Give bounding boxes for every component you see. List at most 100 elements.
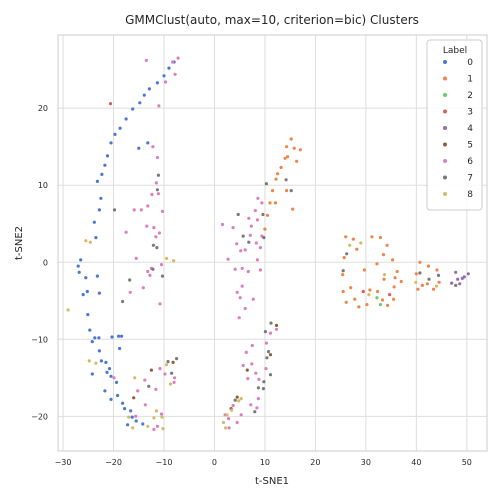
data-point: [108, 367, 111, 370]
data-point: [156, 156, 159, 159]
data-point: [414, 281, 417, 284]
data-point: [244, 248, 247, 251]
data-point: [121, 300, 124, 303]
data-point: [246, 369, 249, 372]
data-point: [257, 386, 260, 389]
data-point: [138, 101, 141, 104]
data-point: [418, 261, 421, 264]
legend-label: 5: [467, 141, 473, 151]
legend-box: [427, 40, 482, 210]
data-point: [147, 385, 150, 388]
data-point: [379, 236, 382, 239]
data-point: [109, 141, 112, 144]
data-point: [131, 107, 134, 110]
data-point: [363, 268, 366, 271]
data-point: [155, 246, 158, 249]
data-point: [381, 298, 384, 301]
legend-marker: [443, 126, 447, 130]
data-point: [295, 160, 298, 163]
x-tick-label: 20: [310, 458, 320, 467]
data-point: [103, 164, 106, 167]
data-point: [239, 296, 242, 299]
data-point: [160, 412, 163, 415]
data-point: [345, 252, 348, 255]
data-point: [109, 102, 112, 105]
legend-marker: [443, 192, 447, 196]
data-point: [276, 172, 279, 175]
data-point: [435, 285, 438, 288]
data-point: [109, 375, 112, 378]
data-point: [454, 284, 457, 287]
data-point: [133, 376, 136, 379]
data-point: [236, 291, 239, 294]
data-point: [104, 361, 107, 364]
data-point: [173, 376, 176, 379]
y-tick-label: −10: [31, 335, 48, 344]
legend-marker: [443, 110, 447, 114]
x-tick-label: −20: [105, 458, 122, 467]
data-point: [158, 302, 161, 305]
legend-label: 8: [467, 190, 473, 200]
data-point: [259, 246, 262, 249]
data-point: [161, 210, 164, 213]
data-point: [352, 238, 355, 241]
data-point: [169, 382, 172, 385]
data-point: [392, 298, 395, 301]
data-point: [245, 351, 248, 354]
data-point: [129, 409, 132, 412]
x-tick-label: 10: [260, 458, 270, 467]
data-point: [165, 363, 168, 366]
data-point: [162, 74, 165, 77]
data-point: [157, 192, 160, 195]
legend-marker: [443, 93, 447, 97]
data-point: [257, 378, 260, 381]
data-point: [240, 413, 243, 416]
data-point: [224, 426, 227, 429]
data-point: [285, 145, 288, 148]
data-point: [280, 166, 283, 169]
data-point: [222, 421, 225, 424]
data-point: [145, 225, 148, 228]
data-point: [383, 273, 386, 276]
data-point: [86, 313, 89, 316]
data-point: [152, 244, 155, 247]
data-point: [418, 271, 421, 274]
data-point: [247, 270, 250, 273]
data-point: [78, 271, 81, 274]
data-point: [299, 148, 302, 151]
data-point: [263, 228, 266, 231]
data-point: [396, 270, 399, 273]
data-point: [435, 268, 438, 271]
data-point: [172, 259, 175, 262]
data-point: [246, 377, 249, 380]
data-point: [256, 258, 259, 261]
data-point: [370, 235, 373, 238]
data-point: [355, 248, 358, 251]
data-point: [131, 426, 134, 429]
data-point: [119, 127, 122, 130]
data-point: [262, 236, 265, 239]
data-point: [415, 272, 418, 275]
data-point: [251, 344, 254, 347]
data-point: [285, 178, 288, 181]
data-point: [145, 59, 148, 62]
data-point: [386, 304, 389, 307]
data-point: [113, 208, 116, 211]
data-point: [170, 372, 173, 375]
data-point: [348, 244, 351, 247]
data-point: [82, 293, 85, 296]
data-point: [285, 189, 288, 192]
data-point: [239, 249, 242, 252]
data-point: [456, 278, 459, 281]
data-point: [227, 417, 230, 420]
y-tick-label: 0: [43, 258, 48, 267]
data-point: [155, 181, 158, 184]
data-point: [150, 369, 153, 372]
data-point: [252, 298, 255, 301]
data-point: [382, 278, 385, 281]
data-point: [255, 241, 258, 244]
data-point: [250, 225, 253, 228]
data-point: [163, 372, 166, 375]
data-point: [150, 193, 153, 196]
